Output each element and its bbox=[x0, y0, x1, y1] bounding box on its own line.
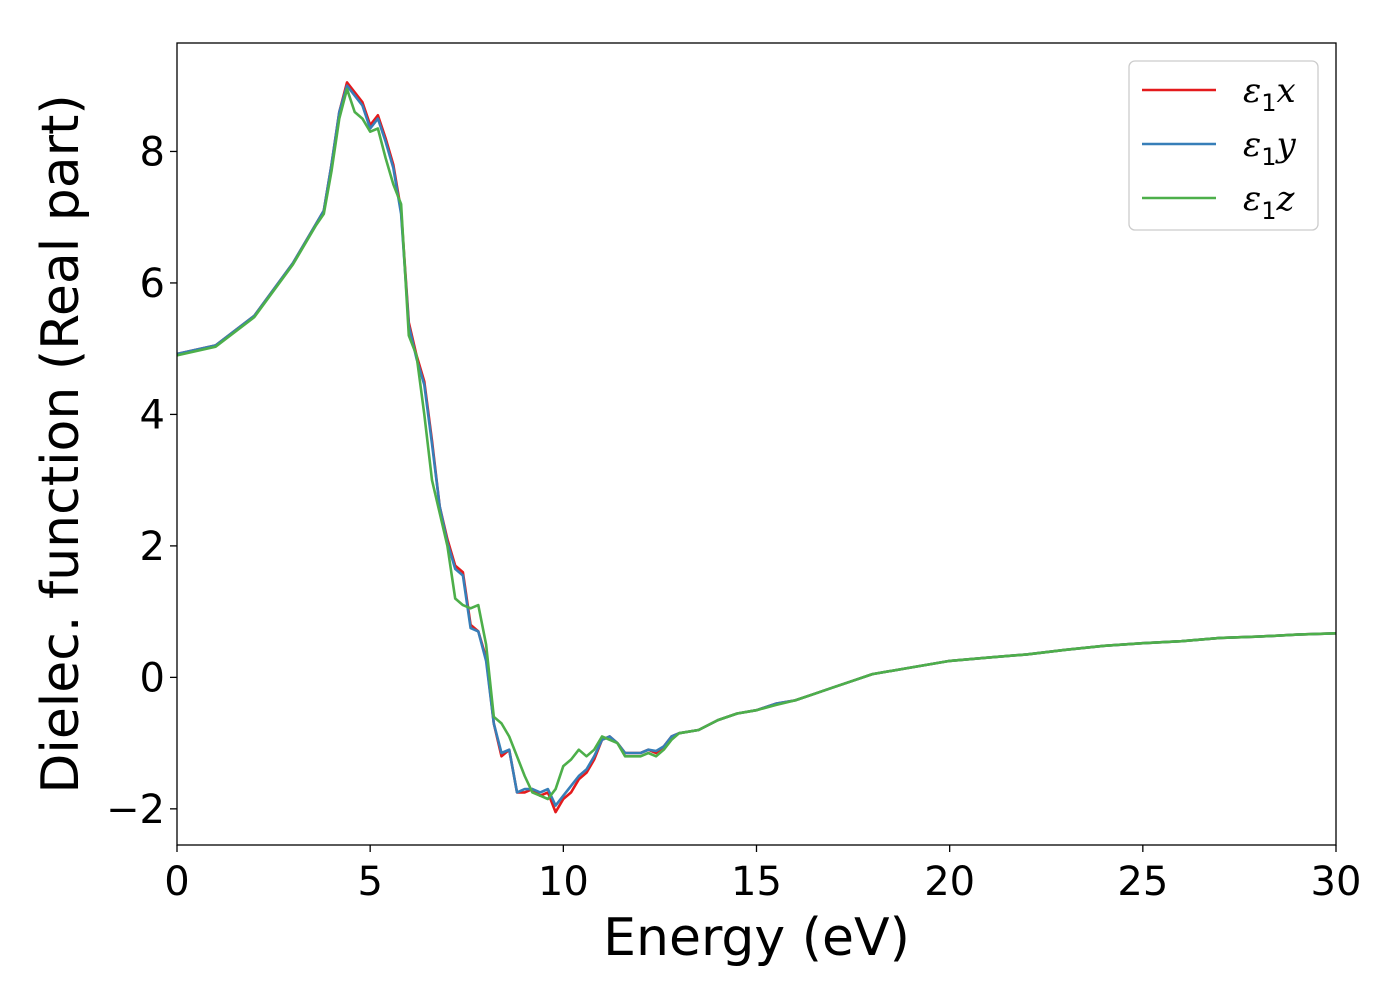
y-tick-label: 4 bbox=[140, 392, 165, 438]
series-layer bbox=[177, 81, 1336, 814]
x-axis: 0 5 10 15 20 25 30 bbox=[164, 845, 1361, 905]
x-tick-label: 0 bbox=[164, 859, 189, 905]
series-line-z bbox=[177, 87, 1336, 801]
x-tick-label: 20 bbox=[924, 859, 975, 905]
y-tick-label: 0 bbox=[140, 655, 165, 701]
x-axis-label: Energy (eV) bbox=[603, 908, 910, 968]
legend-box bbox=[1128, 60, 1319, 231]
legend-label-x: ε1x bbox=[1243, 71, 1296, 117]
y-tick-label: 2 bbox=[140, 524, 165, 570]
legend-label-y: ε1y bbox=[1243, 125, 1297, 171]
y-tick-label: 8 bbox=[140, 129, 165, 175]
legend-label-z: ε1z bbox=[1243, 179, 1296, 225]
y-tick-label: −2 bbox=[106, 787, 165, 833]
legend: ε1x ε1y ε1z bbox=[1128, 60, 1319, 231]
x-tick-label: 5 bbox=[357, 859, 382, 905]
x-tick-label: 15 bbox=[731, 859, 782, 905]
x-tick-label: 10 bbox=[538, 859, 589, 905]
x-tick-label: 30 bbox=[1311, 859, 1362, 905]
x-tick-label: 25 bbox=[1117, 859, 1168, 905]
y-tick-label: 6 bbox=[140, 261, 165, 307]
y-axis: −2 0 2 4 6 8 bbox=[106, 129, 177, 833]
y-axis-label: Dielec. function (Real part) bbox=[31, 94, 91, 793]
